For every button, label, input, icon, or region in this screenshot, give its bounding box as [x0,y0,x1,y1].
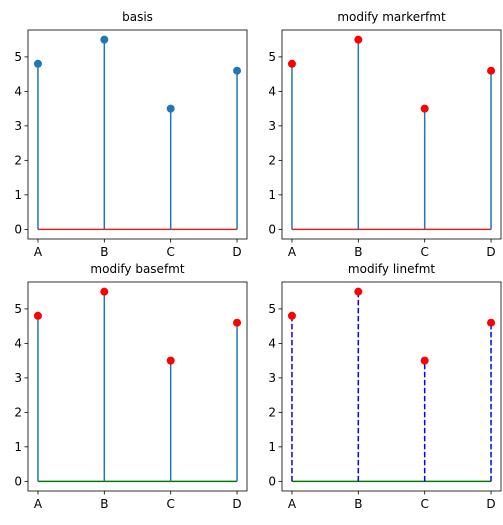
stem-marker-B [354,287,363,296]
x-tick-label: B [354,245,362,259]
stem-marker-D [233,318,242,327]
x-tick-label: D [232,245,241,259]
y-tick-label: 4 [14,84,22,98]
stem-marker-C [166,356,175,365]
axes-frame [27,29,248,240]
y-tick-label: 5 [268,302,276,316]
subplot-title: modify linefmt [348,262,435,276]
stem-marker-A [33,311,42,320]
y-tick-label: 3 [14,371,22,385]
y-tick-label: 2 [14,405,22,419]
x-tick-label: C [420,497,428,511]
subplot-1: basis A B C D 0 1 2 3 4 5 [14,10,248,259]
subplot-3: modify basefmt A B C D 0 1 2 3 4 5 [14,262,248,511]
y-tick-label: 3 [268,119,276,133]
y-tick-label: 1 [268,188,276,202]
x-tick-label: B [100,497,108,511]
y-tick-label: 4 [268,84,276,98]
y-tick-label: 2 [268,405,276,419]
y-tick-label: 0 [14,474,22,488]
axes-frame [281,29,502,240]
y-tick-label: 1 [268,440,276,454]
stem-marker-D [487,66,496,75]
stem-marker-A [33,59,42,68]
x-tick-label: A [34,245,43,259]
stem-marker-D [233,66,242,75]
x-tick-label: C [420,245,428,259]
x-tick-label: A [34,497,43,511]
subplot-4: modify linefmt A B C D 0 1 2 3 4 5 [268,262,502,511]
x-tick-label: B [354,497,362,511]
subplot-title: modify basefmt [90,262,184,276]
axes-frame [281,281,502,492]
subplot-title: basis [122,10,153,24]
stem-marker-D [487,318,496,327]
y-tick-label: 0 [268,474,276,488]
subplot-title: modify markerfmt [337,10,446,24]
x-tick-label: A [288,245,297,259]
y-tick-label: 5 [14,302,22,316]
y-tick-label: 1 [14,440,22,454]
stem-marker-C [166,104,175,113]
stem-marker-A [287,59,296,68]
x-tick-label: B [100,245,108,259]
subplot-2: modify markerfmt A B C D 0 1 2 3 4 5 [268,10,502,259]
y-tick-label: 1 [14,188,22,202]
stem-marker-A [287,311,296,320]
y-tick-label: 0 [268,222,276,236]
y-tick-label: 5 [268,50,276,64]
stem-marker-C [420,356,429,365]
y-tick-label: 3 [268,371,276,385]
x-tick-label: D [486,245,495,259]
x-tick-label: A [288,497,297,511]
y-tick-label: 5 [14,50,22,64]
y-tick-label: 3 [14,119,22,133]
stem-marker-B [100,287,109,296]
y-tick-label: 2 [14,153,22,167]
stem-marker-B [354,35,363,44]
axes-frame [27,281,248,492]
x-tick-label: C [166,245,174,259]
stem-marker-C [420,104,429,113]
y-tick-label: 0 [14,222,22,236]
y-tick-label: 4 [268,336,276,350]
x-tick-label: D [232,497,241,511]
x-tick-label: C [166,497,174,511]
y-tick-label: 2 [268,153,276,167]
stem-marker-B [100,35,109,44]
y-tick-label: 4 [14,336,22,350]
x-tick-label: D [486,497,495,511]
